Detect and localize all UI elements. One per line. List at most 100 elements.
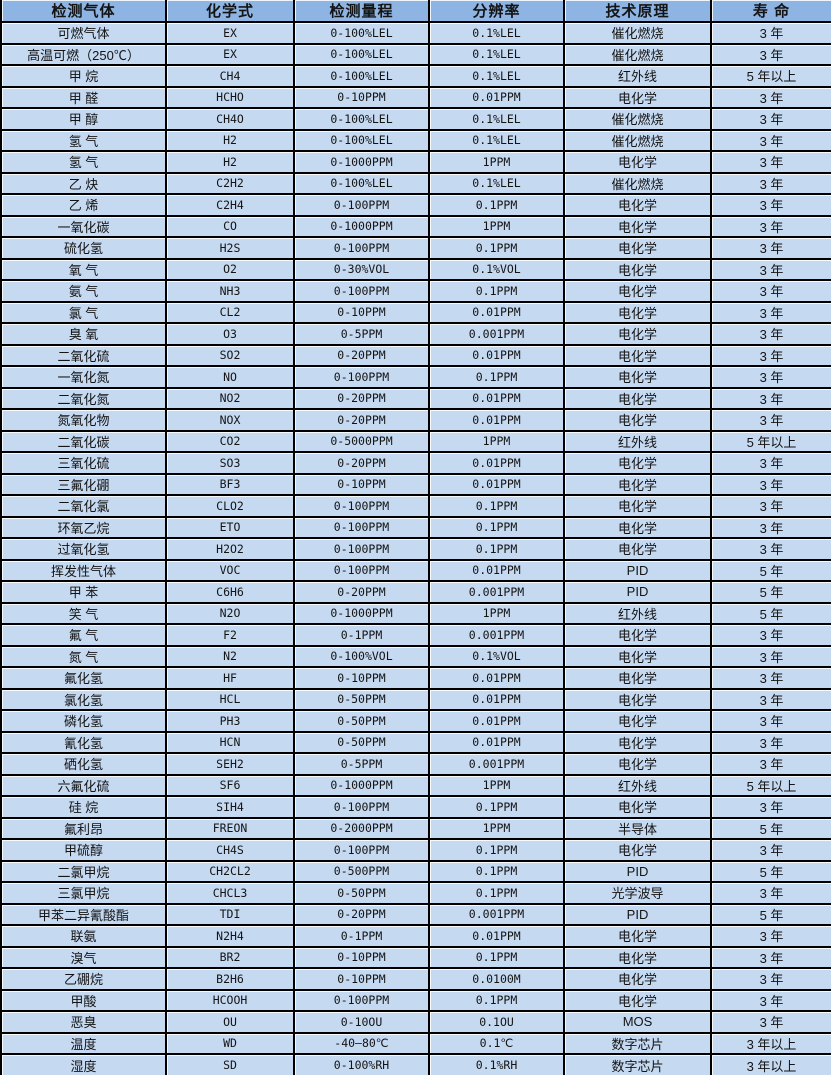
table-cell: 乙 烯 (0, 193, 167, 217)
table-row: 氰化氢 HCN 0-50PPM 0.01PPM 电化学 3 年 (0, 730, 831, 754)
table-cell: 氮氧化物 (0, 408, 167, 432)
table-cell: O3 (165, 322, 295, 346)
table-cell: 0.01PPM (428, 924, 565, 948)
table-cell: 0.01PPM (428, 709, 565, 733)
table-cell: 0.01PPM (428, 300, 565, 324)
table-cell: 0.1%LEL (428, 64, 565, 88)
table-cell: 0.1℃ (428, 1031, 565, 1055)
table-cell: 氰化氢 (0, 730, 167, 754)
table-row: 甲 醇 CH4O 0-100%LEL 0.1%LEL 催化燃烧 3 年 (0, 107, 831, 131)
table-cell: 甲酸 (0, 988, 167, 1012)
table-cell: 乙 炔 (0, 171, 167, 195)
table-row: 三氧化硫 SO3 0-20PPM 0.01PPM 电化学 3 年 (0, 451, 831, 475)
table-cell: 0.1OU (428, 1010, 565, 1034)
table-cell: 0.001PPM (428, 322, 565, 346)
table-cell: SO3 (165, 451, 295, 475)
table-row: 乙 烯 C2H4 0-100PPM 0.1PPM 电化学 3 年 (0, 193, 831, 217)
table-row: 甲 烷 CH4 0-100%LEL 0.1%LEL 红外线 5 年以上 (0, 64, 831, 88)
table-cell: 0.0100M (428, 967, 565, 991)
table-cell: C2H4 (165, 193, 295, 217)
table-cell: PID (563, 580, 712, 604)
table-cell: 二氧化碳 (0, 429, 167, 453)
table-cell: 0-1000PPM (293, 773, 430, 797)
table-cell: 电化学 (563, 924, 712, 948)
table-cell: 0-5PPM (293, 752, 430, 776)
table-row: 过氧化氢 H2O2 0-100PPM 0.1PPM 电化学 3 年 (0, 537, 831, 561)
table-cell: CH2CL2 (165, 859, 295, 883)
table-cell: 3 年 (710, 967, 831, 991)
table-cell: 0.1PPM (428, 838, 565, 862)
table-cell: 0.01PPM (428, 666, 565, 690)
table-cell: NO (165, 365, 295, 389)
table-cell: 环氧乙烷 (0, 515, 167, 539)
table-cell: 0.1PPM (428, 945, 565, 969)
table-row: 挥发性气体 VOC 0-100PPM 0.01PPM PID 5 年 (0, 558, 831, 582)
table-cell: 红外线 (563, 773, 712, 797)
table-row: 湿度 SD 0-100%RH 0.1%RH 数字芯片 3 年以上 (0, 1053, 831, 1075)
table-cell: 3 年 (710, 644, 831, 668)
table-row: 可燃气体 EX 0-100%LEL 0.1%LEL 催化燃烧 3 年 (0, 21, 831, 45)
table-row: 一氧化氮 NO 0-100PPM 0.1PPM 电化学 3 年 (0, 365, 831, 389)
table-cell: 甲硫醇 (0, 838, 167, 862)
table-row: 氮氧化物 NOX 0-20PPM 0.01PPM 电化学 3 年 (0, 408, 831, 432)
table-cell: 0.01PPM (428, 687, 565, 711)
table-cell: CHCL3 (165, 881, 295, 905)
table-row: 甲硫醇 CH4S 0-100PPM 0.1PPM 电化学 3 年 (0, 838, 831, 862)
table-cell: 0.1PPM (428, 795, 565, 819)
table-cell: 0-100%VOL (293, 644, 430, 668)
table-cell: 甲苯二异氰酸酯 (0, 902, 167, 926)
table-cell: 一氧化碳 (0, 214, 167, 238)
table-cell: 0-20PPM (293, 408, 430, 432)
table-cell: OU (165, 1010, 295, 1034)
table-cell: 溴气 (0, 945, 167, 969)
table-cell: 1PPM (428, 214, 565, 238)
column-header: 寿 命 (710, 0, 831, 23)
table-cell: 0.1%LEL (428, 171, 565, 195)
table-cell: 0-10PPM (293, 945, 430, 969)
table-cell: 氟 气 (0, 623, 167, 647)
table-cell: 0.1%LEL (428, 21, 565, 45)
table-cell: 0.1PPM (428, 988, 565, 1012)
table-cell: 氯 气 (0, 300, 167, 324)
table-cell: 0.01PPM (428, 451, 565, 475)
table-row: 氯化氢 HCL 0-50PPM 0.01PPM 电化学 3 年 (0, 687, 831, 711)
table-cell: 硫化氢 (0, 236, 167, 260)
table-cell: 0-100PPM (293, 279, 430, 303)
table-cell: 0.01PPM (428, 386, 565, 410)
table-cell: 0.1%RH (428, 1053, 565, 1075)
table-cell: C2H2 (165, 171, 295, 195)
table-row: 甲 苯 C6H6 0-20PPM 0.001PPM PID 5 年 (0, 580, 831, 604)
table-row: 环氧乙烷 ETO 0-100PPM 0.1PPM 电化学 3 年 (0, 515, 831, 539)
table-cell: 0.01PPM (428, 472, 565, 496)
table-cell: SF6 (165, 773, 295, 797)
table-cell: 可燃气体 (0, 21, 167, 45)
table-cell: 5 年 (710, 601, 831, 625)
column-header: 技术原理 (563, 0, 712, 23)
table-cell: PH3 (165, 709, 295, 733)
table-cell: 硒化氢 (0, 752, 167, 776)
table-cell: 0-1000PPM (293, 214, 430, 238)
table-row: 磷化氢 PH3 0-50PPM 0.01PPM 电化学 3 年 (0, 709, 831, 733)
table-cell: 5 年以上 (710, 64, 831, 88)
table-row: 六氟化硫 SF6 0-1000PPM 1PPM 红外线 5 年以上 (0, 773, 831, 797)
table-cell: 三氟化硼 (0, 472, 167, 496)
table-cell: 3 年 (710, 236, 831, 260)
table-cell: 0-10PPM (293, 85, 430, 109)
table-cell: 0-100PPM (293, 236, 430, 260)
table-cell: 3 年 (710, 300, 831, 324)
table-cell: 挥发性气体 (0, 558, 167, 582)
table-cell: 电化学 (563, 408, 712, 432)
table-cell: 催化燃烧 (563, 42, 712, 66)
table-cell: 湿度 (0, 1053, 167, 1075)
table-cell: 0.1PPM (428, 515, 565, 539)
table-cell: 一氧化氮 (0, 365, 167, 389)
table-cell: 三氧化硫 (0, 451, 167, 475)
table-cell: 5 年 (710, 816, 831, 840)
table-cell: 0.1PPM (428, 859, 565, 883)
table-cell: 0.1PPM (428, 494, 565, 518)
table-cell: 电化学 (563, 494, 712, 518)
table-cell: 氢 气 (0, 128, 167, 152)
table-row: 硫化氢 H2S 0-100PPM 0.1PPM 电化学 3 年 (0, 236, 831, 260)
table-cell: HCL (165, 687, 295, 711)
